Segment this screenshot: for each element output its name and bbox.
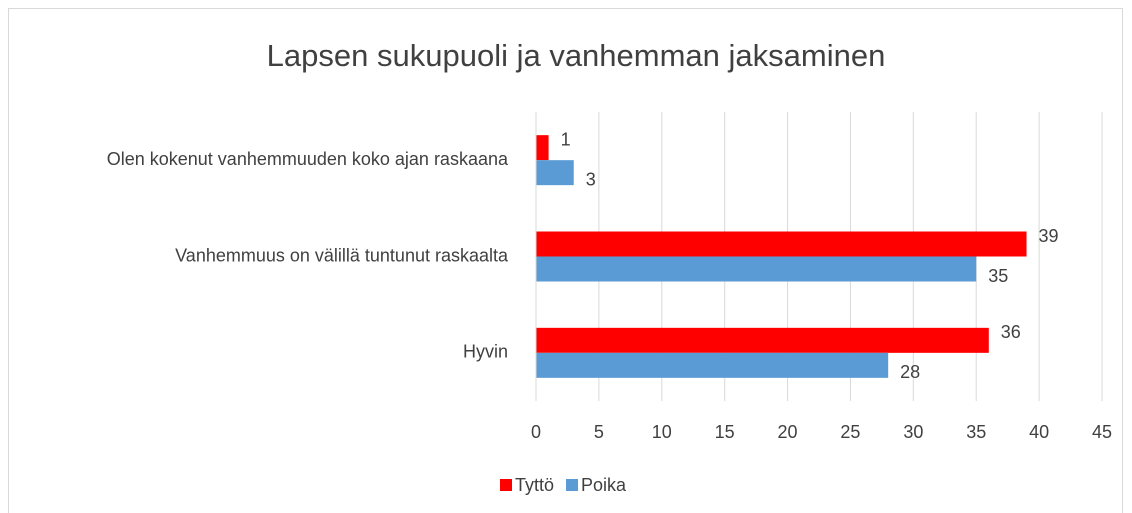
x-tick-label: 15 xyxy=(715,422,735,442)
x-tick-label: 10 xyxy=(652,422,672,442)
data-label: 1 xyxy=(561,129,571,149)
x-tick-label: 40 xyxy=(1029,422,1049,442)
bar xyxy=(536,231,1027,257)
data-label: 3 xyxy=(586,169,596,189)
y-tick-label: Hyvin xyxy=(463,342,508,362)
chart-title: Lapsen sukupuoli ja vanhemman jaksaminen xyxy=(267,38,886,73)
data-label: 28 xyxy=(900,362,920,382)
y-tick-label: Vanhemmuus on välillä tuntunut raskaalta xyxy=(175,245,509,265)
legend-label: Poika xyxy=(581,475,627,495)
x-tick-label: 20 xyxy=(778,422,798,442)
bar xyxy=(536,327,989,353)
x-tick-label: 5 xyxy=(594,422,604,442)
y-tick-label: Olen kokenut vanhemmuuden koko ajan rask… xyxy=(107,149,509,169)
data-label: 36 xyxy=(1001,322,1021,342)
legend-swatch xyxy=(566,479,579,491)
bar xyxy=(536,135,549,161)
x-tick-label: 45 xyxy=(1092,422,1112,442)
bar xyxy=(536,160,574,186)
bar xyxy=(536,256,977,282)
data-label: 35 xyxy=(988,266,1008,286)
legend-label: Tyttö xyxy=(515,475,554,495)
x-tick-label: 25 xyxy=(840,422,860,442)
x-tick-label: 30 xyxy=(903,422,923,442)
data-label: 39 xyxy=(1039,226,1059,246)
bar xyxy=(536,352,889,378)
x-tick-label: 35 xyxy=(966,422,986,442)
legend-swatch xyxy=(500,479,512,491)
x-tick-label: 0 xyxy=(531,422,541,442)
